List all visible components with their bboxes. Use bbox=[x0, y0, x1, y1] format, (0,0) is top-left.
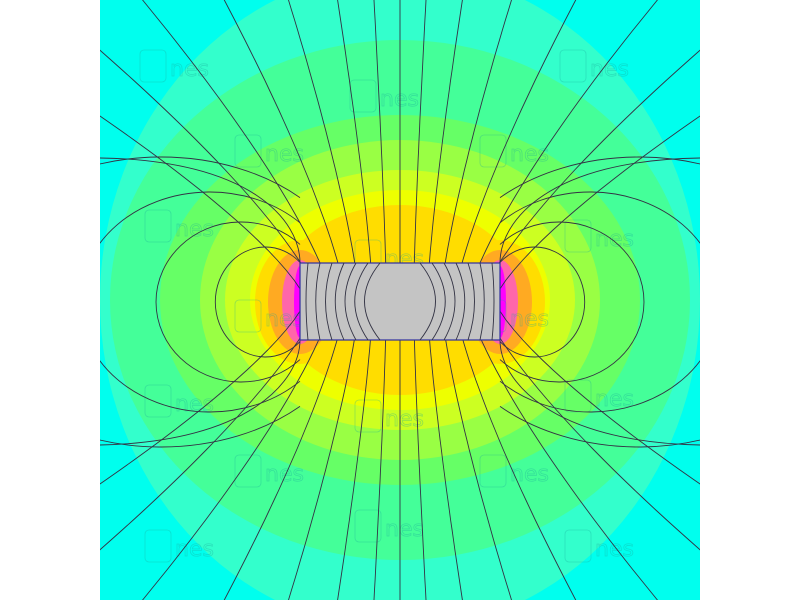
field-line bbox=[491, 262, 495, 341]
watermark: nes bbox=[144, 529, 214, 563]
field-line bbox=[100, 156, 301, 448]
field-line bbox=[443, 262, 456, 341]
field-line bbox=[100, 191, 301, 413]
field-line bbox=[499, 156, 700, 448]
field-line bbox=[155, 221, 301, 383]
svg-text:nes: nes bbox=[265, 462, 304, 487]
watermark: nes bbox=[144, 209, 214, 243]
watermark: nes bbox=[479, 454, 549, 488]
watermark: nes bbox=[234, 454, 304, 488]
svg-text:nes: nes bbox=[510, 462, 549, 487]
watermark: nes bbox=[234, 134, 304, 168]
field-line bbox=[419, 262, 436, 341]
svg-text:nes: nes bbox=[380, 87, 419, 112]
svg-text:nes: nes bbox=[595, 387, 634, 412]
field-line bbox=[455, 262, 466, 341]
watermark: nes bbox=[139, 49, 209, 83]
field-line bbox=[305, 262, 309, 341]
field-line bbox=[364, 262, 381, 341]
svg-text:nes: nes bbox=[510, 142, 549, 167]
magnet bbox=[299, 262, 501, 341]
field-line bbox=[499, 221, 645, 383]
svg-text:nes: nes bbox=[385, 517, 424, 542]
field-line bbox=[315, 262, 321, 341]
svg-text:nes: nes bbox=[175, 217, 214, 242]
svg-text:nes: nes bbox=[175, 392, 214, 417]
field-line bbox=[467, 262, 475, 341]
svg-text:nes: nes bbox=[175, 537, 214, 562]
watermark: nes bbox=[234, 299, 304, 333]
watermark: nes bbox=[144, 384, 214, 418]
field-line bbox=[354, 262, 369, 341]
svg-text:nes: nes bbox=[595, 537, 634, 562]
watermark: nes bbox=[564, 529, 634, 563]
field-line bbox=[325, 262, 333, 341]
field-line bbox=[214, 246, 301, 358]
svg-text:nes: nes bbox=[595, 227, 634, 252]
field-line bbox=[334, 262, 345, 341]
watermark: nes bbox=[354, 509, 424, 543]
watermark: nes bbox=[564, 379, 634, 413]
field-line bbox=[499, 191, 700, 413]
field-line bbox=[344, 262, 357, 341]
inner-field-lines bbox=[305, 262, 495, 341]
watermark: nes bbox=[564, 219, 634, 253]
svg-text:nes: nes bbox=[265, 307, 304, 332]
field-line bbox=[499, 246, 586, 358]
svg-text:nes: nes bbox=[170, 57, 209, 82]
field-line bbox=[479, 262, 485, 341]
svg-text:nes: nes bbox=[265, 142, 304, 167]
watermark: nes bbox=[479, 134, 549, 168]
svg-text:nes: nes bbox=[510, 307, 549, 332]
svg-text:nes: nes bbox=[385, 407, 424, 432]
watermark: nes bbox=[349, 79, 419, 113]
field-line bbox=[431, 262, 446, 341]
field-line bbox=[100, 157, 700, 446]
